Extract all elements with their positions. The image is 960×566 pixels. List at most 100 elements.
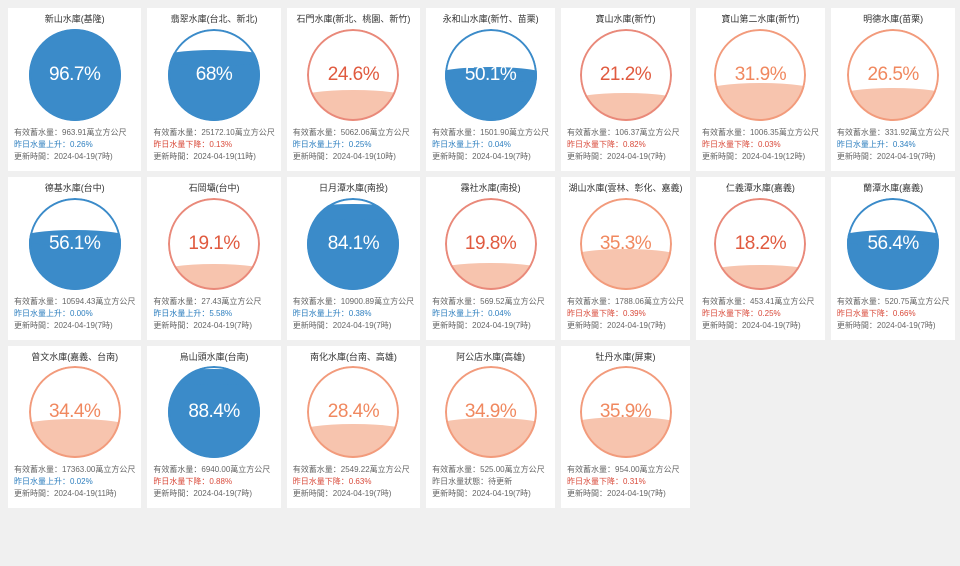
water-gauge: 34.9% xyxy=(445,366,537,458)
water-gauge: 26.5% xyxy=(847,29,939,121)
reservoir-title: 蘭潭水庫(嘉義) xyxy=(837,183,949,194)
reservoir-card: 新山水庫(基隆) 96.7% 有效蓄水量：963.91萬立方公尺昨日水量上升：0.2… xyxy=(8,8,141,171)
water-percentage: 19.8% xyxy=(445,198,537,290)
storage-row: 有效蓄水量：525.00萬立方公尺 xyxy=(432,464,549,476)
change-row: 昨日水量上升：0.26% xyxy=(14,139,135,151)
water-percentage: 56.1% xyxy=(29,198,121,290)
reservoir-meta: 有效蓄水量：525.00萬立方公尺昨日水量狀態：待更新更新時間：2024-04-… xyxy=(432,464,549,500)
reservoir-meta: 有效蓄水量：1788.06萬立方公尺昨日水量下降：0.39%更新時間：2024-… xyxy=(567,296,684,332)
reservoir-title: 永和山水庫(新竹、苗栗) xyxy=(432,14,549,25)
change-row: 昨日水量上升：0.00% xyxy=(14,308,135,320)
water-percentage: 18.2% xyxy=(714,198,806,290)
storage-row: 有效蓄水量：954.00萬立方公尺 xyxy=(567,464,684,476)
change-row: 昨日水量下降：0.39% xyxy=(567,308,684,320)
updated-row: 更新時間：2024-04-19(7時) xyxy=(567,320,684,332)
updated-row: 更新時間：2024-04-19(7時) xyxy=(432,151,549,163)
reservoir-title: 明德水庫(苗栗) xyxy=(837,14,949,25)
reservoir-card: 仁義潭水庫(嘉義)18.2%有效蓄水量：453.41萬立方公尺昨日水量下降：0.… xyxy=(696,177,825,340)
reservoir-card: 日月潭水庫(南投)84.1%有效蓄水量：10900.89萬立方公尺昨日水量上升：… xyxy=(287,177,420,340)
reservoir-grid: 新山水庫(基隆) 96.7% 有效蓄水量：963.91萬立方公尺昨日水量上升：0.2… xyxy=(8,8,960,508)
storage-row: 有效蓄水量：25172.10萬立方公尺 xyxy=(153,127,274,139)
updated-row: 更新時間：2024-04-19(7時) xyxy=(14,320,135,332)
water-gauge: 88.4% xyxy=(168,366,260,458)
water-percentage: 24.6% xyxy=(307,29,399,121)
reservoir-meta: 有效蓄水量：954.00萬立方公尺昨日水量下降：0.31%更新時間：2024-0… xyxy=(567,464,684,500)
water-gauge: 68% xyxy=(168,29,260,121)
water-percentage: 31.9% xyxy=(714,29,806,121)
water-gauge: 19.8% xyxy=(445,198,537,290)
updated-row: 更新時間：2024-04-19(7時) xyxy=(567,151,684,163)
change-row: 昨日水量狀態：待更新 xyxy=(432,476,549,488)
water-percentage: 34.9% xyxy=(445,366,537,458)
water-gauge: 56.1% xyxy=(29,198,121,290)
storage-row: 有效蓄水量：5062.06萬立方公尺 xyxy=(293,127,414,139)
reservoir-card: 曾文水庫(嘉義、台南)34.4%有效蓄水量：17363.00萬立方公尺昨日水量上… xyxy=(8,346,141,509)
water-gauge: 31.9% xyxy=(714,29,806,121)
change-row: 昨日水量下降：0.25% xyxy=(702,308,819,320)
reservoir-meta: 有效蓄水量：25172.10萬立方公尺昨日水量下降：0.13%更新時間：2024… xyxy=(153,127,274,163)
storage-row: 有效蓄水量：1501.90萬立方公尺 xyxy=(432,127,549,139)
updated-row: 更新時間：2024-04-19(10時) xyxy=(293,151,414,163)
water-gauge: 18.2% xyxy=(714,198,806,290)
water-percentage: 21.2% xyxy=(580,29,672,121)
reservoir-card: 烏山頭水庫(台南)88.4%有效蓄水量：6940.00萬立方公尺昨日水量下降：0… xyxy=(147,346,280,509)
reservoir-meta: 有效蓄水量：569.52萬立方公尺昨日水量上升：0.04%更新時間：2024-0… xyxy=(432,296,549,332)
storage-row: 有效蓄水量：27.43萬立方公尺 xyxy=(153,296,274,308)
storage-row: 有效蓄水量：17363.00萬立方公尺 xyxy=(14,464,135,476)
reservoir-card: 翡翠水庫(台北、新北)68%有效蓄水量：25172.10萬立方公尺昨日水量下降：… xyxy=(147,8,280,171)
change-row: 昨日水量上升：0.04% xyxy=(432,139,549,151)
reservoir-meta: 有效蓄水量：10900.89萬立方公尺昨日水量上升：0.38%更新時間：2024… xyxy=(293,296,414,332)
water-gauge: 28.4% xyxy=(307,366,399,458)
water-percentage: 88.4% xyxy=(168,366,260,458)
storage-row: 有效蓄水量：520.75萬立方公尺 xyxy=(837,296,949,308)
change-row: 昨日水量上升：0.25% xyxy=(293,139,414,151)
storage-row: 有效蓄水量：6940.00萬立方公尺 xyxy=(153,464,274,476)
water-percentage: 84.1% xyxy=(307,198,399,290)
updated-row: 更新時間：2024-04-19(12時) xyxy=(702,151,819,163)
water-gauge: 84.1% xyxy=(307,198,399,290)
water-percentage: 50.1% xyxy=(445,29,537,121)
updated-row: 更新時間：2024-04-19(7時) xyxy=(432,488,549,500)
reservoir-meta: 有效蓄水量：331.92萬立方公尺昨日水量上升：0.34%更新時間：2024-0… xyxy=(837,127,949,163)
reservoir-meta: 有效蓄水量：5062.06萬立方公尺昨日水量上升：0.25%更新時間：2024-… xyxy=(293,127,414,163)
reservoir-title: 德基水庫(台中) xyxy=(14,183,135,194)
reservoir-meta: 有效蓄水量：963.91萬立方公尺昨日水量上升：0.26%更新時間：2024-0… xyxy=(14,127,135,163)
water-gauge: 50.1% xyxy=(445,29,537,121)
water-gauge: 96.7% xyxy=(29,29,121,121)
reservoir-card: 寶山水庫(新竹)21.2%有效蓄水量：106.37萬立方公尺昨日水量下降：0.8… xyxy=(561,8,690,171)
storage-row: 有效蓄水量：569.52萬立方公尺 xyxy=(432,296,549,308)
reservoir-title: 石門水庫(新北、桃園、新竹) xyxy=(293,14,414,25)
reservoir-meta: 有效蓄水量：453.41萬立方公尺昨日水量下降：0.25%更新時間：2024-0… xyxy=(702,296,819,332)
updated-row: 更新時間：2024-04-19(7時) xyxy=(837,151,949,163)
water-percentage: 35.3% xyxy=(580,198,672,290)
reservoir-meta: 有效蓄水量：10594.43萬立方公尺昨日水量上升：0.00%更新時間：2024… xyxy=(14,296,135,332)
reservoir-card: 蘭潭水庫(嘉義)56.4%有效蓄水量：520.75萬立方公尺昨日水量下降：0.6… xyxy=(831,177,955,340)
water-gauge: 21.2% xyxy=(580,29,672,121)
change-row: 昨日水量上升：0.34% xyxy=(837,139,949,151)
storage-row: 有效蓄水量：10594.43萬立方公尺 xyxy=(14,296,135,308)
reservoir-card: 明德水庫(苗栗) 26.5% 有效蓄水量：331.92萬立方公尺昨日水量上升：0.3… xyxy=(831,8,955,171)
water-gauge: 35.9% xyxy=(580,366,672,458)
reservoir-card: 永和山水庫(新竹、苗栗) 50.1% 有效蓄水量：1501.90萬立方公尺昨日水量上… xyxy=(426,8,555,171)
reservoir-card: 湖山水庫(雲林、彰化、嘉義) 35.3% 有效蓄水量：1788.06萬立方公尺昨日水… xyxy=(561,177,690,340)
storage-row: 有效蓄水量：331.92萬立方公尺 xyxy=(837,127,949,139)
reservoir-card: 石門水庫(新北、桃園、新竹) 24.6% 有效蓄水量：5062.06萬立方公尺昨日水… xyxy=(287,8,420,171)
water-percentage: 35.9% xyxy=(580,366,672,458)
reservoir-title: 湖山水庫(雲林、彰化、嘉義) xyxy=(567,183,684,194)
change-row: 昨日水量下降：0.63% xyxy=(293,476,414,488)
reservoir-meta: 有效蓄水量：106.37萬立方公尺昨日水量下降：0.82%更新時間：2024-0… xyxy=(567,127,684,163)
reservoir-title: 新山水庫(基隆) xyxy=(14,14,135,25)
water-gauge: 34.4% xyxy=(29,366,121,458)
reservoir-title: 寶山第二水庫(新竹) xyxy=(702,14,819,25)
storage-row: 有效蓄水量：10900.89萬立方公尺 xyxy=(293,296,414,308)
reservoir-title: 霧社水庫(南投) xyxy=(432,183,549,194)
reservoir-title: 南化水庫(台南、高雄) xyxy=(293,352,414,363)
reservoir-card: 寶山第二水庫(新竹)31.9%有效蓄水量：1006.35萬立方公尺昨日水量下降：… xyxy=(696,8,825,171)
water-percentage: 28.4% xyxy=(307,366,399,458)
reservoir-card: 牡丹水庫(屏東)35.9%有效蓄水量：954.00萬立方公尺昨日水量下降：0.3… xyxy=(561,346,690,509)
reservoir-card: 南化水庫(台南、高雄)28.4%有效蓄水量：2549.22萬立方公尺昨日水量下降… xyxy=(287,346,420,509)
updated-row: 更新時間：2024-04-19(7時) xyxy=(567,488,684,500)
reservoir-card: 霧社水庫(南投) 19.8% 有效蓄水量：569.52萬立方公尺昨日水量上升：0.0… xyxy=(426,177,555,340)
water-percentage: 26.5% xyxy=(847,29,939,121)
change-row: 昨日水量下降：0.66% xyxy=(837,308,949,320)
